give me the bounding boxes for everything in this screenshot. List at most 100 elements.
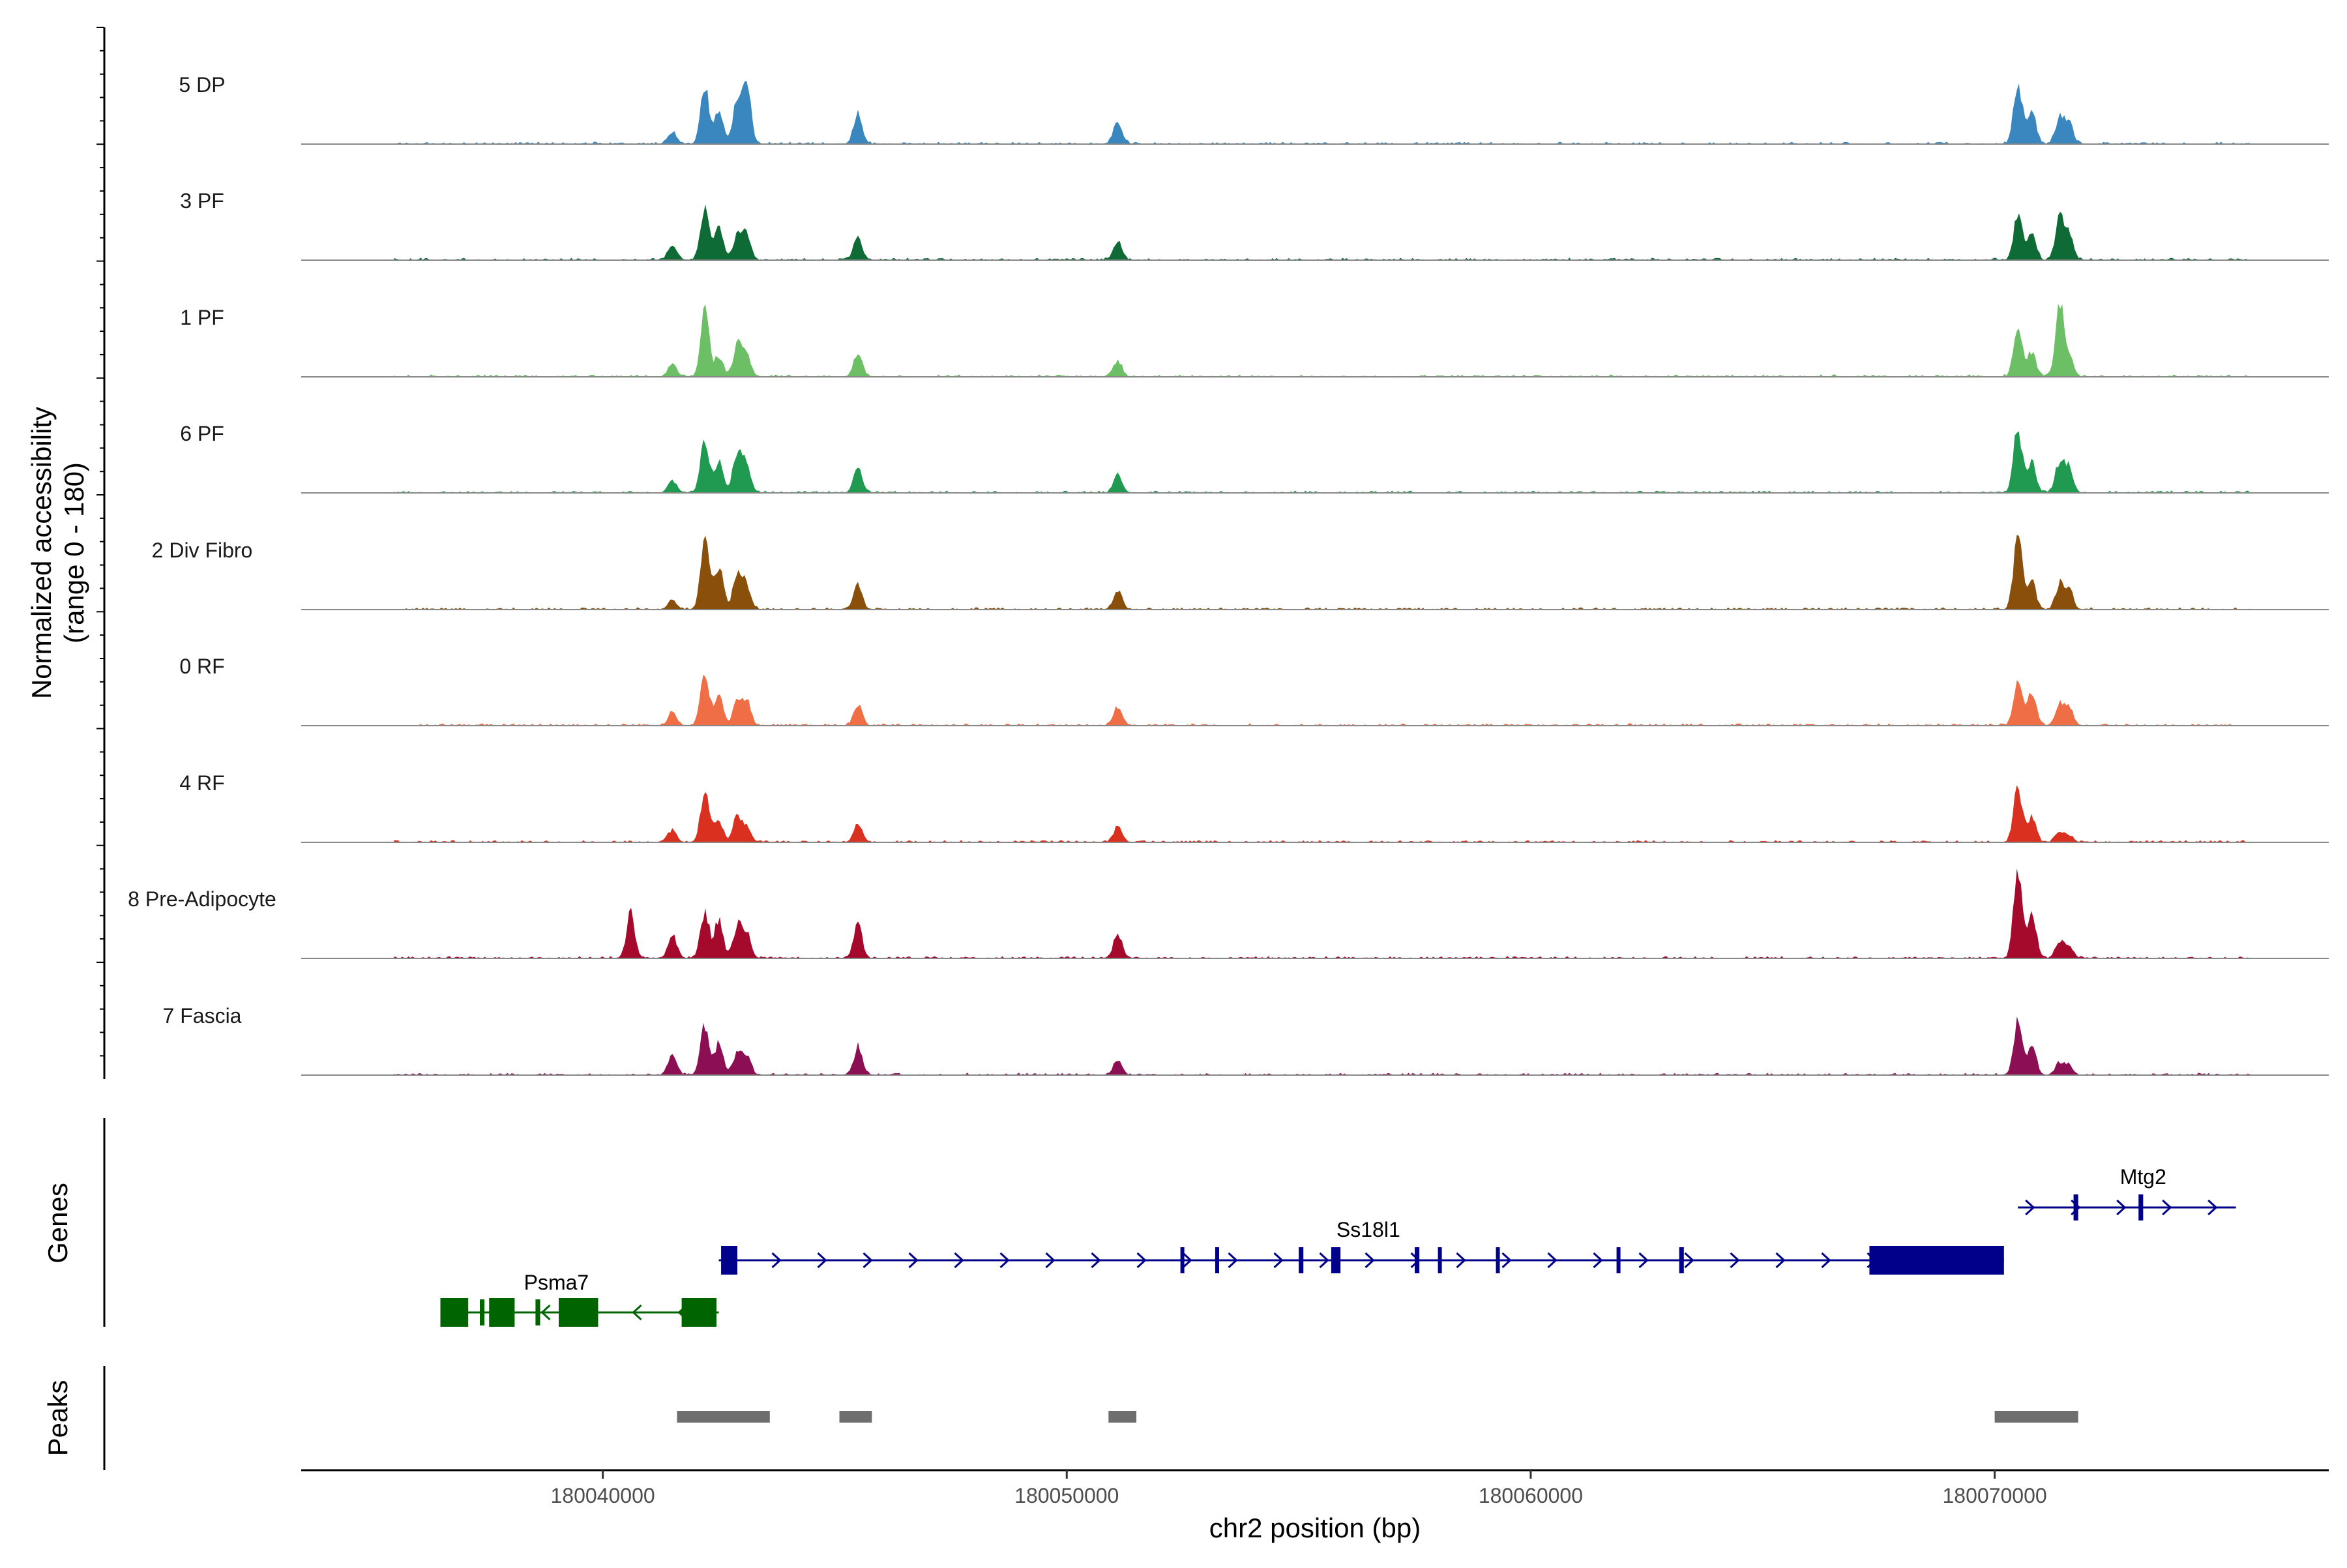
track-label: 8 Pre-Adipocyte (128, 887, 276, 911)
y-axis-range: (range 0 - 180) (59, 462, 89, 643)
peaks-panel-label: Peaks (42, 1380, 73, 1457)
track-label: 6 PF (180, 422, 224, 445)
gene-exon (1496, 1247, 1500, 1273)
coverage-area (394, 535, 2250, 610)
strand-arrow (908, 1252, 919, 1269)
track-1-pf: 1 PF (180, 303, 2329, 377)
x-tick-label: 180040000 (550, 1484, 655, 1507)
gene-exon (1331, 1247, 1341, 1273)
strand-arrow (1456, 1252, 1466, 1269)
gene-label: Ss18l1 (1336, 1218, 1400, 1241)
gene-annotations: Psma7 Ss18l1 Mtg2 (440, 1165, 2236, 1327)
gene-exon (1869, 1246, 2004, 1275)
x-axis-ticks: 180040000 180050000 180060000 180070000 (550, 1470, 2047, 1507)
coverage-area (394, 674, 2250, 726)
gene-exon (1616, 1247, 1621, 1273)
strand-arrow (1821, 1252, 1831, 1269)
gene-exon (1299, 1247, 1304, 1273)
gene-exon (535, 1299, 540, 1325)
coverage-area (394, 303, 2250, 377)
genes-panel-label: Genes (42, 1183, 73, 1264)
track-label: 5 DP (179, 73, 225, 96)
track-5-dp: 5 DP (179, 73, 2329, 145)
strand-arrow (1730, 1252, 1740, 1269)
gene-psma7: Psma7 (440, 1271, 719, 1327)
x-tick-label: 180050000 (1014, 1484, 1119, 1507)
strand-arrow (771, 1252, 782, 1269)
track-label: 3 PF (180, 189, 224, 213)
peak-region (839, 1411, 872, 1423)
strand-arrow (2162, 1199, 2172, 1216)
coverage-tracks: 5 DP 3 PF 1 PF 6 PF 2 Div Fibro 0 RF 4 RF 8 Pre… (128, 73, 2329, 1076)
strand-arrow (1775, 1252, 1786, 1269)
peak-regions (677, 1411, 2078, 1423)
coverage-area (394, 431, 2250, 493)
strand-arrow (1638, 1252, 1649, 1269)
strand-arrow (954, 1252, 964, 1269)
gene-exon (681, 1298, 716, 1327)
strand-arrow (2207, 1199, 2218, 1216)
gene-label: Psma7 (524, 1271, 589, 1294)
gene-label: Mtg2 (2120, 1165, 2166, 1189)
strand-arrow (1273, 1252, 1284, 1269)
gene-exon (479, 1299, 485, 1325)
strand-arrow (1501, 1252, 1512, 1269)
strand-arrow (1319, 1252, 1329, 1269)
track-2-div-fibro: 2 Div Fibro (152, 535, 2329, 610)
strand-arrow (1365, 1252, 1375, 1269)
y-axis-title: Normalized accessibility (26, 407, 57, 699)
coverage-area (394, 868, 2250, 958)
gene-exon (1415, 1247, 1420, 1273)
strand-arrow (999, 1252, 1010, 1269)
gene-exon (1679, 1247, 1684, 1273)
strand-arrow (1045, 1252, 1055, 1269)
coverage-area (394, 1016, 2250, 1075)
strand-arrow (863, 1252, 873, 1269)
track-0-rf: 0 RF (179, 655, 2329, 726)
strand-arrow (1136, 1252, 1147, 1269)
coverage-area (394, 204, 2250, 260)
track-label: 7 Fascia (163, 1004, 242, 1028)
strand-arrow (1182, 1252, 1192, 1269)
track-3-pf: 3 PF (180, 189, 2329, 261)
strand-arrow (1684, 1252, 1694, 1269)
strand-arrow (2116, 1199, 2127, 1216)
track-label: 2 Div Fibro (152, 539, 253, 562)
y-axis-ticks (96, 27, 104, 1057)
track-label: 1 PF (180, 306, 224, 329)
gene-mtg2: Mtg2 (2018, 1165, 2236, 1220)
strand-arrow (540, 1304, 551, 1321)
strand-arrow (1593, 1252, 1603, 1269)
strand-arrow (817, 1252, 827, 1269)
gene-exon (2073, 1194, 2078, 1220)
track-label: 4 RF (179, 771, 224, 795)
gene-ss18l1: Ss18l1 (718, 1218, 2004, 1275)
track-8-pre-adipocyte: 8 Pre-Adipocyte (128, 868, 2329, 959)
gene-exon (721, 1246, 737, 1275)
gene-exon (489, 1298, 515, 1327)
gene-exon (1180, 1247, 1185, 1273)
peak-region (1108, 1411, 1137, 1423)
strand-arrow (1091, 1252, 1101, 1269)
gene-exon (440, 1298, 469, 1327)
coverage-area (394, 81, 2250, 144)
track-4-rf: 4 RF (179, 771, 2329, 843)
x-axis-title: chr2 position (bp) (1209, 1513, 1421, 1543)
strand-arrow (2025, 1199, 2035, 1216)
gene-exon (1438, 1247, 1442, 1273)
gene-exon (558, 1298, 598, 1327)
track-7-fascia: 7 Fascia (163, 1004, 2329, 1076)
track-label: 0 RF (179, 655, 224, 678)
track-6-pf: 6 PF (180, 422, 2329, 494)
strand-arrow (1547, 1252, 1557, 1269)
x-tick-label: 180070000 (1943, 1484, 2047, 1507)
peak-region (677, 1411, 770, 1423)
peak-region (1994, 1411, 2078, 1423)
strand-arrow (632, 1304, 642, 1321)
strand-arrow (1228, 1252, 1238, 1269)
gene-exon (2138, 1194, 2144, 1220)
x-tick-label: 180060000 (1479, 1484, 1583, 1507)
